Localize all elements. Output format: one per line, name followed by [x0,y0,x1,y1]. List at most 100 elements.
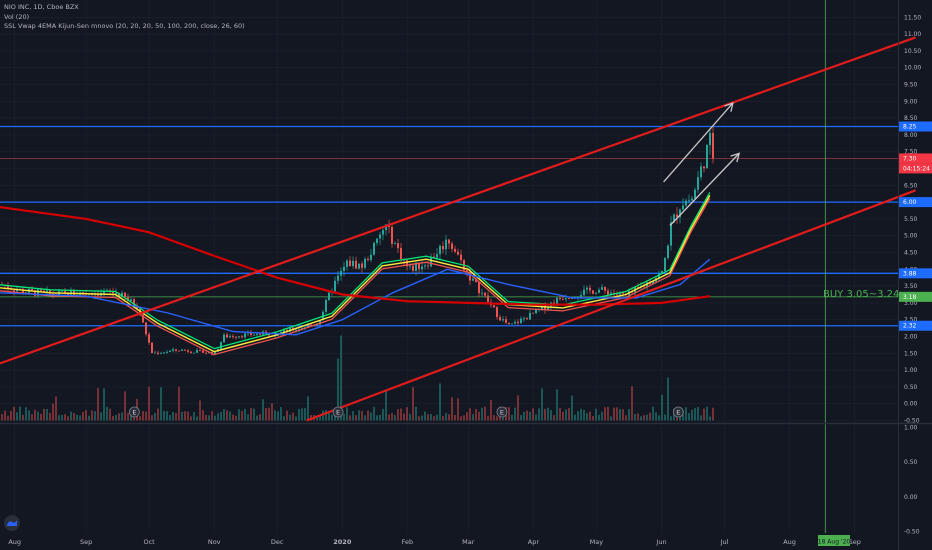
candle-body [337,275,339,281]
candle-body [166,351,168,353]
volume-bar [172,412,174,421]
projection-arrows [663,101,741,227]
volume-bar [355,415,357,421]
volume-bar [190,416,192,421]
volume-bar [196,416,198,421]
candle-body [460,254,462,261]
candle-body [127,297,129,301]
earnings-marker-label: E [132,408,136,416]
volume-bar [565,409,567,421]
volume-bar [280,407,282,421]
candle-body [610,292,612,295]
candle-body [223,334,225,343]
candle-body [121,292,123,297]
candle-body [355,260,357,269]
candle-body [454,248,456,252]
candle-body [37,289,39,296]
volume-bar [580,408,582,421]
time-tick-label: Mar [462,538,475,546]
volume-bar [175,413,177,421]
candle-body [613,292,615,294]
volume-bar [343,413,345,421]
volume-bar [559,408,561,421]
volume-bar [547,407,549,421]
candle-body [250,332,252,336]
candle-body [196,349,198,353]
volume-bar [85,410,87,421]
ema-line-red-ssl [0,198,711,356]
candle-body [346,260,348,267]
candle-body [556,297,558,305]
volume-bar [427,414,429,421]
projection-arrow-head [724,101,734,112]
volume-bar [307,396,309,421]
volume-bar [433,416,435,421]
volume-bar [142,411,144,421]
volume-bar [241,411,243,421]
price-tick-label: 3.00 [904,300,918,307]
earnings-marker-label: E [336,408,340,416]
price-axis[interactable]: 11.50 11.00 10.50 10.00 9.50 9.00 8.50 8.00 7.50… [899,14,932,536]
candle-body [493,305,495,308]
volume-bar [709,416,711,421]
candle-body [442,245,444,250]
volume-bar [265,408,267,421]
candle-body [157,352,159,354]
volume-bar [451,397,453,421]
volume-bar [460,416,462,421]
candle-body [370,254,372,260]
volume-bar [154,412,156,421]
candle-body [592,290,594,294]
candle-body [61,290,63,292]
candle-body [469,272,471,281]
time-axis[interactable]: Aug Sep Oct Nov Dec 2020 Feb Mar Apr May Jun Jul Aug… [8,538,860,546]
volume-bar [301,408,303,421]
volume-bar [304,408,306,421]
candle-body [694,189,696,199]
price-badge [899,197,932,208]
volume-bar [283,416,285,421]
candle-body [34,290,36,296]
earnings-marker-icon [332,406,344,418]
chart-grid [0,0,898,533]
volume-bar [556,389,558,421]
indicator-legend[interactable]: SSL Vwap 4EMA Kijun-Sen mnovo (20, 20, 2… [4,22,245,30]
candle-body [505,319,507,323]
volume-bar [151,415,153,421]
price-tick-label: 10.50 [904,48,921,55]
symbol-legend[interactable]: NIO INC, 1D, Cboe BZX [4,3,79,11]
volume-bar [466,412,468,421]
volume-bar [394,415,396,421]
volume-bar [637,413,639,421]
price-tick-label: 1.00 [904,367,918,374]
price-tick-label: 2.50 [904,317,918,324]
candle-body [478,282,480,294]
candle-body [142,314,144,323]
volume-bar [187,411,189,421]
volume-legend[interactable]: Vol (20) [4,13,30,21]
candle-body [559,297,561,300]
price-badge-label: 7.30 [903,155,917,162]
volume-bar [442,415,444,421]
price-tick-label: 9.50 [904,82,918,89]
volume-bar [79,415,81,421]
volume-bar [349,415,351,421]
candle-body [583,289,585,296]
volume-bar [31,414,33,421]
candle-body [664,257,666,272]
volume-bar [292,412,294,421]
volume-bar [370,412,372,421]
volume-bar [163,410,165,421]
volume-bar [367,410,369,421]
candle-body [31,288,33,291]
candle-body [283,329,285,333]
volume-bar [286,410,288,421]
candle-body [244,333,246,338]
candle-body [265,331,267,333]
volume-bar [535,414,537,421]
candle-body [103,291,105,294]
candle-body [340,270,342,276]
candle-body [586,287,588,290]
volume-bar [76,414,78,421]
